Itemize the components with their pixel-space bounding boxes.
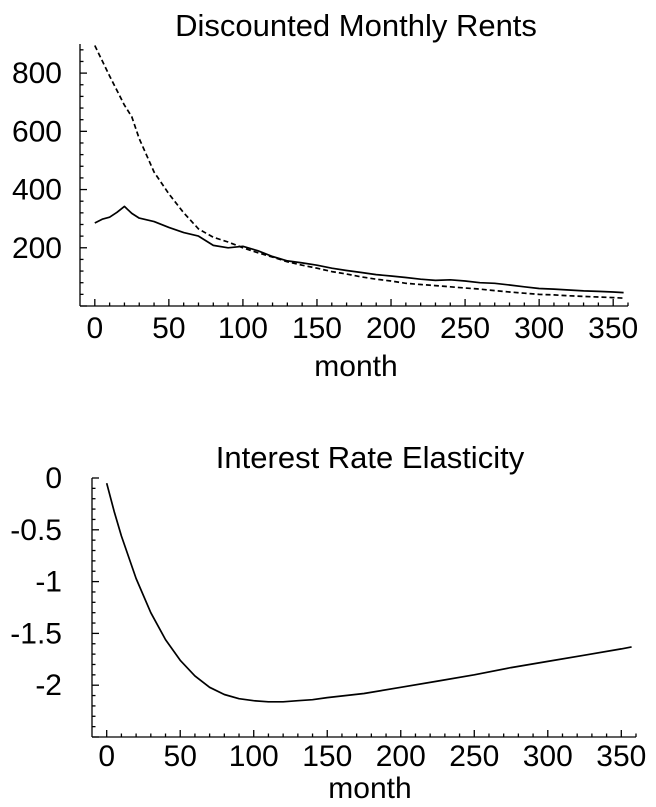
chart-title: Interest Rate Elasticity — [216, 440, 525, 475]
y-tick-label: 200 — [12, 232, 62, 265]
y-tick-label: -1.5 — [10, 617, 62, 650]
x-tick-label: 300 — [514, 312, 564, 345]
y-tick-label: 800 — [12, 57, 62, 90]
x-tick-label: 50 — [164, 740, 197, 773]
y-tick-label: -0.5 — [10, 514, 62, 547]
x-tick-label: 350 — [596, 740, 646, 773]
y-tick-label: 600 — [12, 115, 62, 148]
series-line-1-solid — [105, 482, 632, 703]
series-line-2-dashed — [94, 45, 624, 299]
x-tick-label: 150 — [292, 312, 342, 345]
x-tick-label: 0 — [98, 740, 115, 773]
series-line-1-solid — [94, 205, 624, 294]
x-tick-label: 250 — [449, 740, 499, 773]
x-axis-label: month — [314, 350, 397, 383]
x-tick-label: 100 — [218, 312, 268, 345]
x-tick-label: 200 — [366, 312, 416, 345]
chart-title: Discounted Monthly Rents — [175, 8, 537, 43]
x-tick-label: 0 — [86, 312, 103, 345]
x-tick-label: 100 — [229, 740, 279, 773]
x-tick-label: 350 — [588, 312, 638, 345]
x-tick-label: 50 — [152, 312, 185, 345]
chart-panel-2: Interest Rate Elasticity 0 50 100 150 200 250 3… — [10, 440, 646, 805]
x-tick-label: 250 — [440, 312, 490, 345]
y-tick-label: 400 — [12, 174, 62, 207]
x-axis-label: month — [328, 772, 411, 805]
chart-panel-1: Discounted Monthly Rents 0 50 100 150 200 250 3… — [12, 8, 638, 383]
x-tick-label: 300 — [523, 740, 573, 773]
x-tick-label: 150 — [302, 740, 352, 773]
y-tick-label: -1 — [35, 566, 62, 599]
y-tick-label: 0 — [45, 462, 62, 495]
y-tick-label: -2 — [35, 669, 62, 702]
x-tick-label: 200 — [376, 740, 426, 773]
